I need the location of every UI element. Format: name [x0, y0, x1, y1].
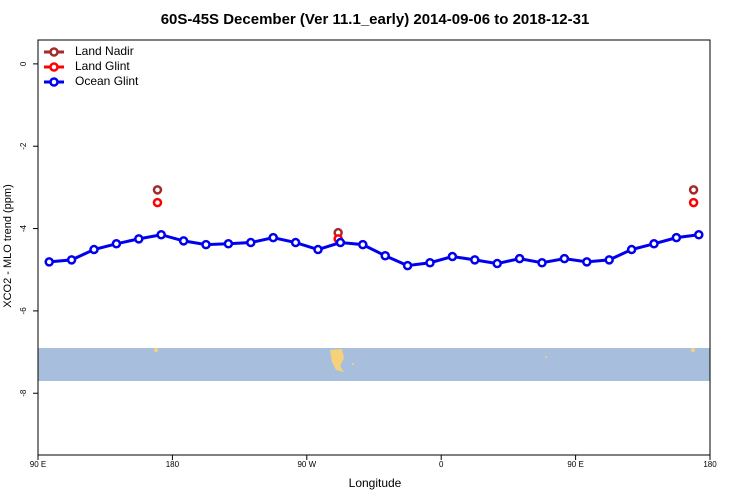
- x-tick-label: 90 E: [30, 460, 46, 469]
- point: [313, 244, 323, 255]
- y-tick-label: -2: [19, 142, 28, 150]
- legend-marker: [49, 77, 59, 87]
- x-tick-label: 180: [166, 460, 180, 469]
- y-tick-label: -4: [19, 224, 28, 232]
- land-shape: [352, 363, 354, 365]
- point: [223, 239, 234, 249]
- point: [671, 232, 682, 243]
- point: [492, 258, 502, 269]
- point: [268, 232, 278, 243]
- point: [178, 236, 189, 246]
- point: [425, 257, 435, 268]
- point: [470, 255, 480, 265]
- point: [89, 244, 99, 255]
- point: [111, 239, 122, 249]
- x-tick-label: 90 W: [297, 460, 316, 469]
- y-tick-label: -8: [19, 389, 28, 397]
- y-tick-label: -6: [19, 307, 28, 315]
- land-shape: [545, 356, 547, 358]
- point: [447, 251, 458, 262]
- point: [537, 257, 547, 268]
- legend-marker: [49, 62, 59, 72]
- point: [688, 197, 699, 208]
- legend-label: Ocean Glint: [75, 74, 139, 88]
- point: [358, 239, 368, 250]
- point: [402, 260, 413, 271]
- x-tick-label: 90 E: [567, 460, 583, 469]
- point: [380, 250, 390, 261]
- point: [688, 185, 699, 195]
- point: [290, 237, 301, 248]
- point: [201, 239, 211, 250]
- point: [134, 234, 144, 244]
- land-shape: [691, 348, 695, 352]
- point: [156, 229, 166, 240]
- point: [335, 237, 346, 248]
- x-tick-label: 0: [439, 460, 444, 469]
- y-axis-label: XCO2 - MLO trend (ppm): [2, 184, 14, 307]
- point: [152, 197, 163, 208]
- land-shape: [154, 348, 158, 352]
- ocean-band: [38, 348, 710, 381]
- legend-label: Land Glint: [75, 59, 130, 73]
- plot-frame: [37, 39, 711, 456]
- point: [44, 257, 54, 267]
- point: [694, 229, 704, 240]
- point: [626, 244, 637, 255]
- point: [152, 185, 163, 195]
- point: [66, 255, 77, 265]
- point: [604, 255, 614, 265]
- legend-marker: [49, 47, 59, 57]
- chart-title: 60S-45S December (Ver 11.1_early) 2014-0…: [161, 11, 590, 28]
- series-line: [49, 233, 699, 268]
- y-tick-label: 0: [19, 61, 28, 66]
- x-tick-label: 180: [703, 460, 717, 469]
- point: [514, 253, 525, 264]
- point: [649, 239, 659, 249]
- point: [559, 253, 570, 264]
- land-shape: [330, 349, 344, 372]
- legend-label: Land Nadir: [75, 44, 134, 58]
- point: [246, 237, 256, 248]
- x-axis-label: Longitude: [349, 476, 402, 490]
- map-band: [38, 348, 710, 381]
- point: [582, 257, 592, 267]
